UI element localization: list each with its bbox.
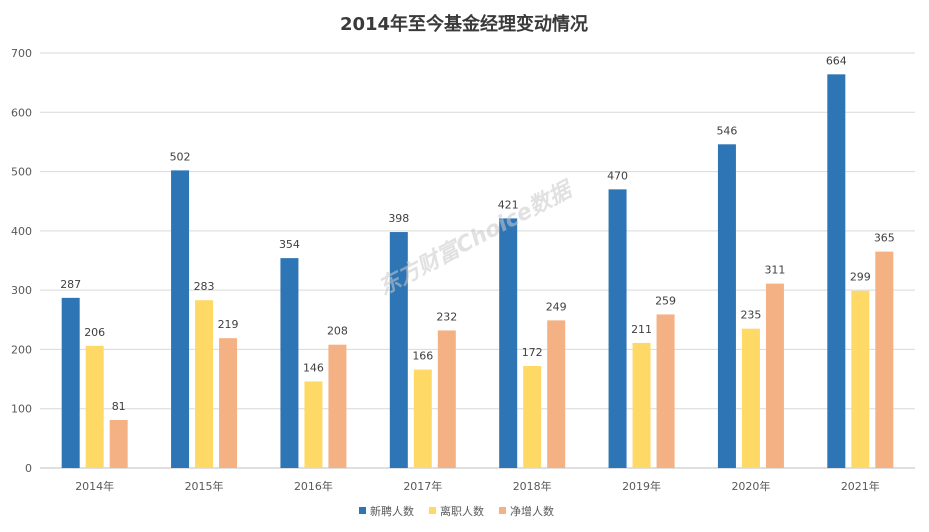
data-label: 398 (388, 212, 409, 225)
data-label: 235 (740, 309, 761, 322)
data-label: 287 (60, 278, 81, 291)
data-labels: 287 206 81 502 283 219 354 146 208 398 166 232 421 17… (60, 54, 895, 413)
data-label: 546 (716, 124, 737, 137)
legend-label: 离职人数 (440, 504, 484, 518)
chart-title: 2014年至今基金经理变动情况 (340, 13, 588, 35)
y-tick-label: 0 (25, 462, 32, 475)
data-label: 283 (194, 280, 215, 293)
x-tick-label: 2016年 (294, 479, 333, 493)
bar-新聘人数-2015年 (171, 170, 190, 468)
y-tick-label: 500 (11, 166, 32, 179)
x-tick-label: 2019年 (622, 479, 661, 493)
legend-label: 净增人数 (510, 504, 554, 518)
y-tick-label: 300 (11, 284, 32, 297)
bar-离职人数-2014年 (85, 345, 104, 468)
data-label: 166 (412, 350, 433, 363)
data-label: 232 (436, 310, 457, 323)
x-tick-label: 2018年 (513, 479, 552, 493)
bar-新聘人数-2014年 (61, 297, 80, 468)
data-label: 664 (826, 54, 847, 67)
legend-swatch (499, 507, 506, 514)
data-label: 311 (764, 264, 785, 277)
y-tick-label: 700 (11, 47, 32, 60)
x-tick-label: 2015年 (185, 479, 224, 493)
bar-净增人数-2019年 (656, 314, 675, 468)
data-label: 81 (112, 400, 126, 413)
bar-新聘人数-2021年 (827, 74, 846, 468)
legend-swatch (359, 507, 366, 514)
bar-新聘人数-2020年 (717, 144, 736, 469)
data-label: 211 (631, 323, 652, 336)
bar-净增人数-2015年 (219, 338, 238, 468)
bar-新聘人数-2016年 (280, 258, 299, 468)
data-label: 146 (303, 361, 324, 374)
bar-净增人数-2018年 (547, 320, 566, 468)
y-tick-label: 400 (11, 225, 32, 238)
legend-label: 新聘人数 (370, 504, 414, 518)
data-label: 421 (498, 198, 519, 211)
x-tick-label: 2014年 (75, 479, 114, 493)
data-label: 502 (170, 150, 191, 163)
bar-净增人数-2021年 (875, 251, 894, 468)
bar-离职人数-2017年 (413, 369, 432, 468)
bar-新聘人数-2018年 (499, 218, 518, 468)
data-label: 354 (279, 238, 300, 251)
bar-离职人数-2018年 (523, 366, 542, 468)
bar-离职人数-2015年 (195, 300, 214, 468)
bar-新聘人数-2019年 (608, 189, 627, 468)
legend: 新聘人数 离职人数 净增人数 (359, 504, 554, 518)
bar-净增人数-2016年 (328, 344, 347, 468)
bar-series (61, 74, 894, 469)
x-tick-label: 2021年 (841, 479, 880, 493)
bar-净增人数-2014年 (109, 419, 128, 468)
legend-swatch (429, 507, 436, 514)
y-tick-label: 200 (11, 343, 32, 356)
bar-净增人数-2017年 (437, 330, 456, 468)
x-tick-label: 2017年 (403, 479, 442, 493)
y-tick-label: 600 (11, 106, 32, 119)
bar-离职人数-2016年 (304, 381, 323, 468)
x-tick-label: 2020年 (731, 479, 770, 493)
data-label: 172 (522, 346, 543, 359)
data-label: 249 (546, 300, 567, 313)
data-label: 365 (874, 232, 895, 245)
bar-离职人数-2020年 (741, 328, 760, 468)
data-label: 259 (655, 294, 676, 307)
bar-离职人数-2021年 (851, 290, 870, 468)
data-label: 219 (218, 318, 239, 331)
data-label: 206 (84, 326, 105, 339)
bar-新聘人数-2017年 (389, 232, 408, 468)
y-tick-label: 100 (11, 403, 32, 416)
x-axis-ticks: 2014年 2015年 2016年 2017年 2018年 2019年 2020年 2021年 (75, 479, 880, 493)
y-axis-ticks: 0 100 200 300 400 500 600 700 (11, 47, 32, 475)
bar-净增人数-2020年 (765, 283, 784, 468)
data-label: 208 (327, 325, 348, 338)
data-label: 470 (607, 169, 628, 182)
data-label: 299 (850, 271, 871, 284)
bar-离职人数-2019年 (632, 342, 651, 468)
